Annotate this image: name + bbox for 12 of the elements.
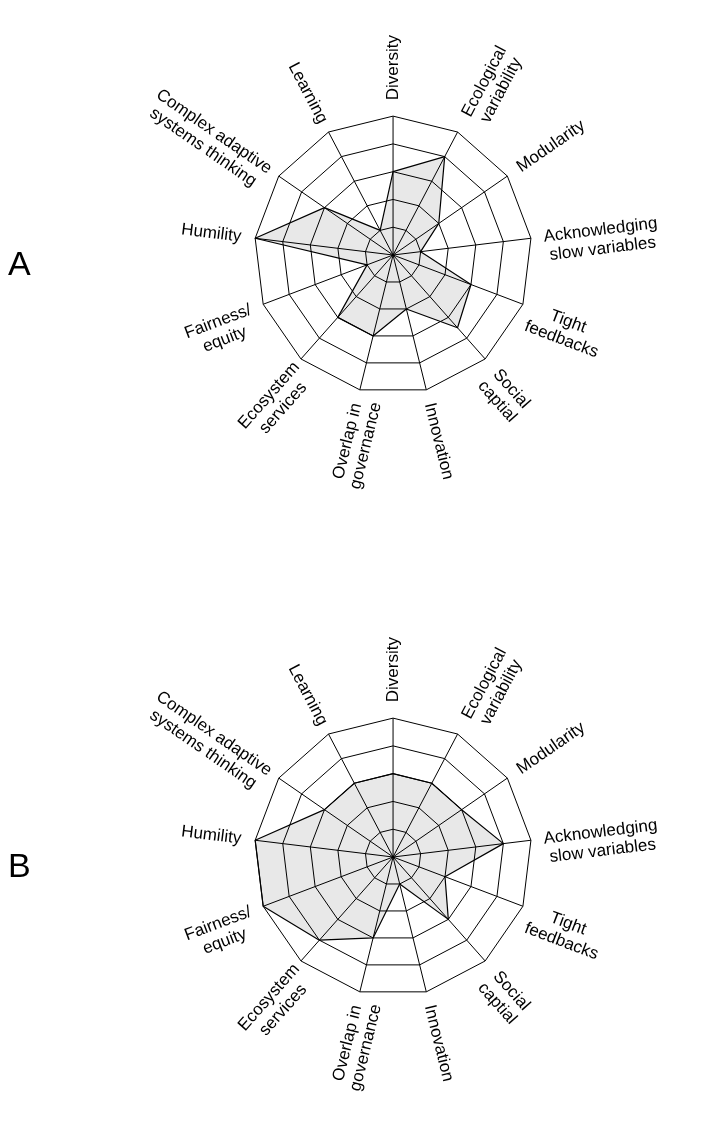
spoke-label: Humility [180, 821, 244, 848]
spoke-label: Humility [180, 219, 244, 246]
spoke-label: Innovation [420, 400, 459, 482]
text: A [8, 244, 31, 282]
spoke-label: Overlap in governance [328, 400, 385, 491]
spoke-label: Diversity [383, 34, 403, 101]
spoke-label: Acknowledging slow variables [542, 815, 659, 867]
spoke-label: Innovation [420, 1002, 459, 1084]
spoke-label: Overlap in governance [328, 1002, 385, 1093]
spoke-label: Diversity [383, 636, 403, 703]
spoke-label: Acknowledging slow variables [542, 213, 659, 265]
text: B [8, 846, 31, 884]
